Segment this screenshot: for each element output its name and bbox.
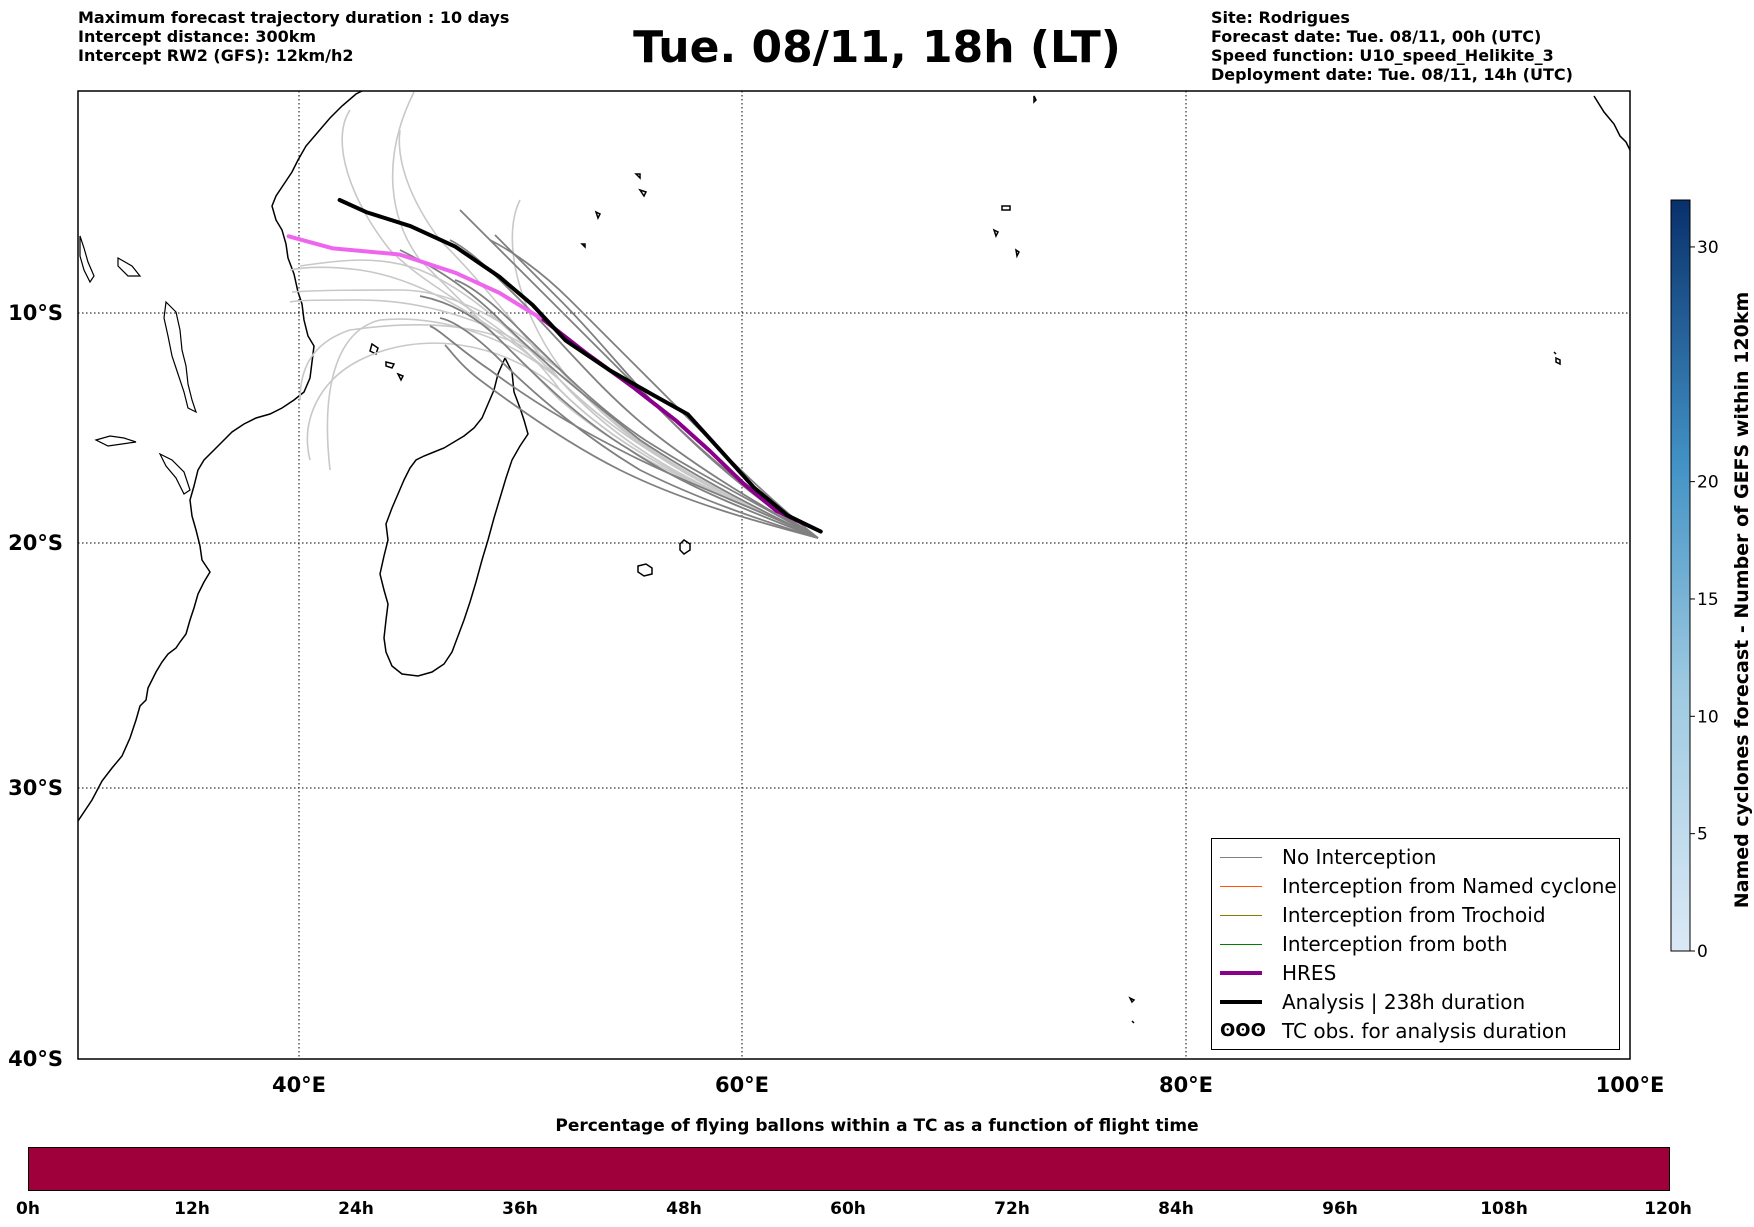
vertical-colorbar: 0 5 10 15 20 30 [1670,199,1719,962]
header-right-line-4: Deployment date: Tue. 08/11, 14h (UTC) [1211,65,1573,84]
legend-item-hres: HRES [1220,961,1336,985]
main-tracks [286,198,823,534]
lon-tick-80: 80°E [1159,1073,1213,1097]
header-right-line-3: Speed function: U10_speed_Helikite_3 [1211,46,1554,65]
legend-swatch-named-cyclone [1220,885,1262,887]
horizontal-colorbar-title: Percentage of flying ballons within a TC… [555,1116,1199,1136]
horizontal-colorbar-tick-label: 108h [1480,1199,1528,1219]
amsterdam-islands [1128,996,1136,1024]
horizontal-colorbar-tick-label: 36h [502,1199,538,1219]
vertical-colorbar-tick-label: 0 [1697,942,1708,962]
lon-tick-labels: 40°E 60°E 80°E 100°E [272,1073,1664,1097]
legend-item-no-interception: No Interception [1220,845,1436,869]
lat-tick-labels: 10°S 20°S 30°S 40°S [8,301,63,1071]
legend-item-trochoid: Interception from Trochoid [1220,903,1546,927]
horizontal-colorbar-tick-label: 48h [666,1199,702,1219]
legend-label-analysis: Analysis | 238h duration [1282,990,1526,1014]
header-right: Site: Rodrigues Forecast date: Tue. 08/1… [1211,8,1573,84]
legend-swatch-analysis [1220,1000,1262,1004]
madagascar-coastline [379,356,529,677]
horizontal-colorbar-tick-label: 72h [994,1199,1030,1219]
grid-lines [78,91,1630,1059]
comoros-islands [369,342,405,382]
lat-tick-20s: 20°S [8,531,63,555]
horizontal-colorbar-tick-label: 120h [1644,1199,1692,1219]
legend-label-tc-obs: TC obs. for analysis duration [1282,1019,1567,1043]
header-left-line-3: Intercept RW2 (GFS): 12km/h2 [78,46,354,65]
header-right-line-1: Site: Rodrigues [1211,8,1350,27]
lon-tick-40: 40°E [272,1073,326,1097]
horizontal-colorbar-bar [28,1147,1670,1191]
header-left: Maximum forecast trajectory duration : 1… [78,8,509,65]
legend-item-both: Interception from both [1220,932,1508,956]
cocos-islands [1553,351,1561,366]
header-left-line-2: Intercept distance: 300km [78,27,317,46]
vertical-colorbar-tick-label: 15 [1697,590,1719,610]
vertical-colorbar-tick-label: 30 [1697,238,1719,258]
legend-item-named-cyclone: Interception from Named cyclone [1220,874,1617,898]
horizontal-colorbar-tick-label: 12h [174,1199,210,1219]
vertical-colorbar-tick-label: 5 [1697,825,1708,845]
vertical-colorbar-label: Named cyclones forecast - Number of GEFS… [1731,291,1753,909]
map-area [78,91,1630,1059]
vertical-colorbar-tick-label: 10 [1697,707,1719,727]
legend-label-no-interception: No Interception [1282,845,1437,869]
tc-obs-symbol-icon: ʘʘʘ [1220,1020,1266,1041]
header-left-line-1: Maximum forecast trajectory duration : 1… [78,8,510,27]
legend-label-both: Interception from both [1282,932,1508,956]
seychelles-islands [580,173,648,249]
lon-tick-100: 100°E [1596,1073,1665,1097]
vertical-colorbar-tick-label: 20 [1697,473,1719,493]
horizontal-colorbar-tick-label: 84h [1158,1199,1194,1219]
reunion-island [637,563,653,577]
header-right-line-2: Forecast date: Tue. 08/11, 00h (UTC) [1211,27,1542,46]
lat-tick-10s: 10°S [8,301,63,325]
lake-victoria-region [94,435,191,495]
legend-swatch-hres [1220,971,1262,975]
page-title: Tue. 08/11, 18h (LT) [633,22,1121,73]
legend-label-trochoid: Interception from Trochoid [1282,903,1546,927]
legend: No Interception Interception from Named … [1211,838,1620,1050]
legend-label-named-cyclone: Interception from Named cyclone [1282,874,1617,898]
legend-swatch-both [1220,943,1262,945]
legend-swatch-no-interception [1220,856,1262,858]
legend-item-tc-obs: ʘʘʘ TC obs. for analysis duration [1220,1019,1567,1043]
lat-tick-30s: 30°S [8,776,63,800]
horizontal-colorbar-tick-label: 0h [16,1199,40,1219]
legend-label-hres: HRES [1282,961,1337,985]
lon-tick-60: 60°E [715,1073,769,1097]
legend-swatch-trochoid [1220,914,1262,916]
analysis-track [337,198,823,534]
lake-tanganyika-region [79,235,142,284]
vertical-colorbar-bar [1670,199,1691,952]
horizontal-colorbar-tick-label: 60h [830,1199,866,1219]
chagos-maldives [992,95,1037,259]
hres-track-west [286,234,546,322]
horizontal-colorbar-tick-label: 96h [1322,1199,1358,1219]
horizontal-colorbar-tick-label: 24h [338,1199,374,1219]
vertical-colorbar-ticks: 0 5 10 15 20 30 [1690,238,1719,962]
legend-item-analysis: Analysis | 238h duration [1220,990,1525,1014]
mauritius-island [679,539,691,555]
africa-coastline [78,91,363,822]
map-frame [77,90,1631,1060]
lake-malawi-region [163,300,198,414]
sumatra-edge [1593,95,1630,151]
lat-tick-40s: 40°S [8,1047,63,1071]
